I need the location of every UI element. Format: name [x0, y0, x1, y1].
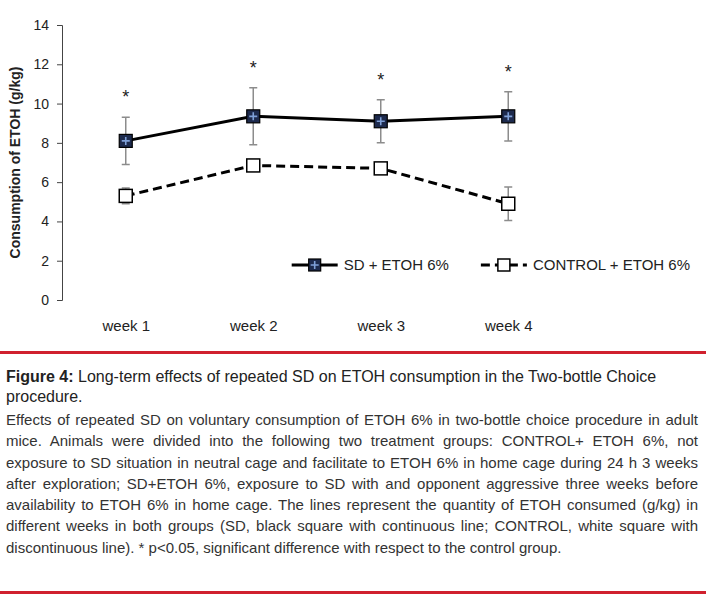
marker	[247, 159, 260, 172]
legend-label: SD + ETOH 6%	[344, 256, 449, 273]
y-tick: 6	[41, 174, 62, 190]
marker-square	[119, 134, 132, 147]
series-line	[126, 165, 509, 203]
error-bar	[122, 117, 130, 164]
error-bar	[377, 100, 385, 143]
error-bar-line	[377, 100, 385, 143]
y-tick: 8	[41, 135, 62, 151]
marker	[374, 115, 387, 128]
x-axis: week 1 week 2 week 3 week 4	[101, 317, 532, 334]
marker-square	[502, 110, 515, 123]
y-tick-mark	[57, 182, 62, 183]
y-tick-mark	[57, 143, 62, 144]
y-tick: 12	[33, 56, 62, 72]
caption-text: Effects of repeated SD on voluntary cons…	[6, 409, 698, 558]
marker-cross	[122, 137, 130, 145]
x-tick-label: week 1	[101, 317, 150, 334]
y-tick-mark	[57, 300, 62, 301]
significance-mark: *	[377, 70, 384, 90]
marker-cross	[249, 112, 257, 120]
marker	[119, 189, 132, 202]
caption-title: Figure 4: Long-term effects of repeated …	[6, 367, 698, 407]
caption-label: Figure 4:	[6, 368, 74, 385]
y-tick-label: 2	[41, 253, 49, 269]
y-tick-label: 6	[41, 174, 49, 190]
marker-square	[374, 115, 387, 128]
y-tick: 4	[41, 213, 62, 229]
plot: 0 2 4 6 8 10 12 14 week 1 week 2 week 3 week 4 * * * * S…	[33, 17, 690, 334]
y-tick-mark	[57, 261, 62, 262]
legend-marker	[498, 259, 510, 271]
x-tick: week 4	[484, 317, 533, 334]
y-axis: 0 2 4 6 8 10 12 14	[33, 17, 62, 308]
y-tick-mark	[57, 64, 62, 65]
y-tick-label: 0	[41, 292, 49, 308]
significance-mark: *	[505, 62, 512, 82]
y-tick-mark	[57, 104, 62, 105]
marks	[119, 88, 515, 221]
error-bar	[249, 88, 257, 145]
x-tick-label: week 4	[484, 317, 533, 334]
marker-square	[502, 197, 515, 210]
marker-square	[247, 110, 260, 123]
marker	[374, 162, 387, 175]
legend-marker-cross	[311, 261, 319, 269]
y-tick: 0	[41, 292, 62, 308]
error-bar	[504, 92, 512, 141]
y-axis-line	[57, 26, 63, 301]
error-bar-line	[249, 88, 257, 145]
caption-rule	[0, 591, 706, 594]
legend-item: SD + ETOH 6%	[292, 256, 449, 273]
marker-square	[119, 189, 132, 202]
legend-item: CONTROL + ETOH 6%	[481, 256, 690, 273]
marker-cross	[504, 112, 512, 120]
y-tick-mark	[57, 221, 62, 222]
significance-mark: *	[250, 58, 257, 78]
marker	[119, 134, 132, 147]
legend-label: CONTROL + ETOH 6%	[533, 256, 690, 273]
y-tick: 2	[41, 253, 62, 269]
marker	[502, 110, 515, 123]
y-tick-label: 4	[41, 213, 49, 229]
y-tick-label: 14	[33, 17, 49, 33]
annotations: * * * *	[122, 58, 512, 107]
y-tick: 10	[33, 96, 62, 112]
marker-cross	[377, 117, 385, 125]
marker	[247, 110, 260, 123]
caption-rule	[0, 351, 706, 354]
caption-title-text: Long-term effects of repeated SD on ETOH…	[6, 368, 656, 405]
x-tick: week 1	[101, 317, 150, 334]
significance-mark: *	[122, 87, 129, 107]
x-tick: week 2	[229, 317, 278, 334]
error-bar-line	[504, 92, 512, 141]
y-tick-mark	[57, 25, 62, 26]
x-tick-label: week 3	[356, 317, 405, 334]
series-line	[126, 116, 509, 141]
x-tick: week 3	[356, 317, 405, 334]
marker-square	[247, 159, 260, 172]
y-tick-label: 12	[33, 56, 49, 72]
chart: 0 2 4 6 8 10 12 14 week 1 week 2 week 3 week 4 * * * * S…	[0, 0, 706, 350]
legend-marker	[309, 259, 321, 271]
marker-square	[374, 162, 387, 175]
marker	[502, 197, 515, 210]
legend: SD + ETOH 6% CONTROL + ETOH 6%	[292, 256, 690, 273]
y-tick: 14	[33, 17, 62, 33]
x-tick-label: week 2	[229, 317, 278, 334]
y-tick-label: 8	[41, 135, 49, 151]
y-axis-title: Consumption of ETOH (g/kg)	[7, 67, 23, 259]
error-bar-line	[122, 117, 130, 164]
y-tick-label: 10	[33, 96, 49, 112]
